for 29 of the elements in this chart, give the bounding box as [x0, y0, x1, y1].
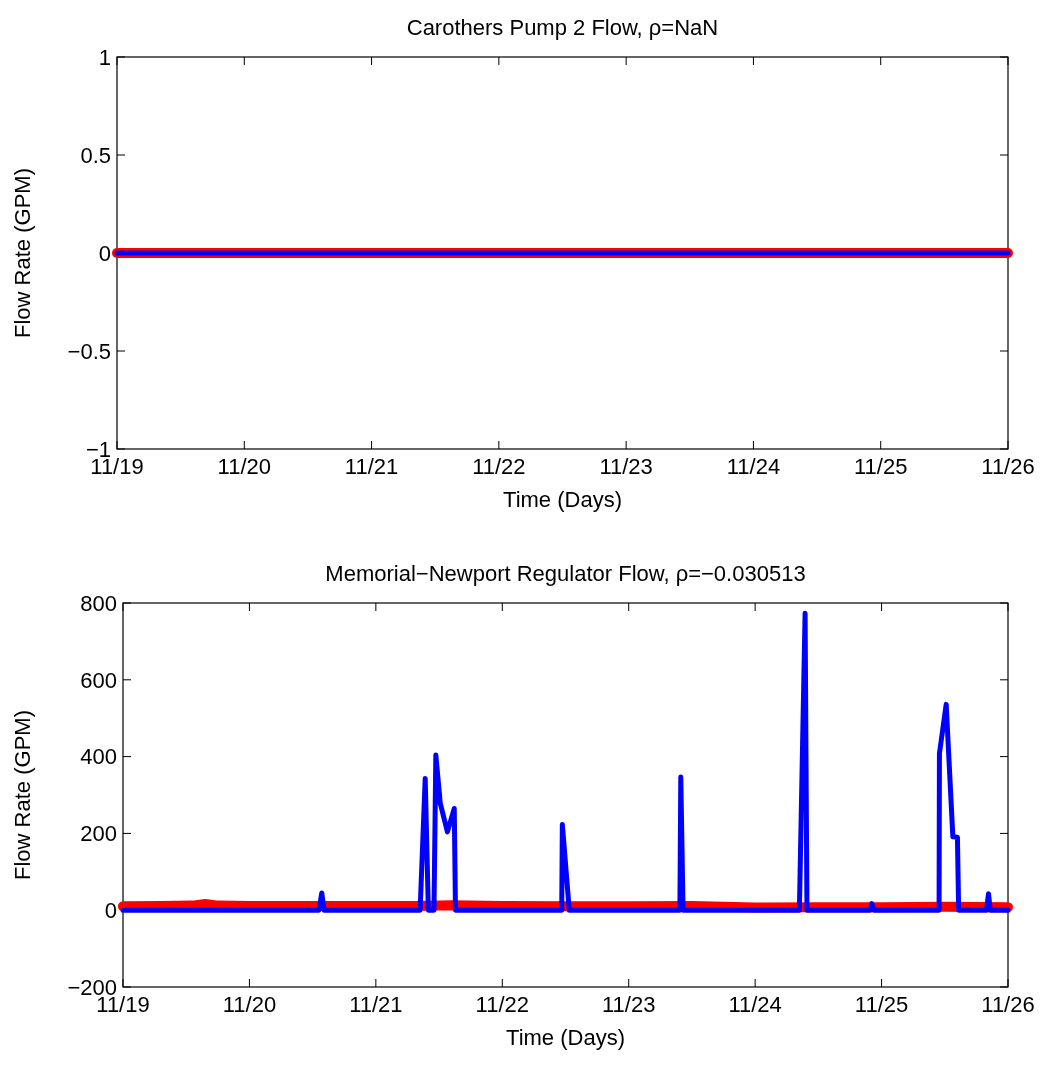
- x-tick-label: 11/22: [475, 992, 529, 1017]
- y-tick-label: 600: [80, 667, 117, 693]
- y-tick-label: 0: [104, 897, 117, 923]
- x-tick-label: 11/23: [602, 992, 656, 1017]
- x-tick-label: 11/22: [472, 454, 526, 479]
- chart-title: Carothers Pump 2 Flow, ρ=NaN: [406, 15, 719, 40]
- y-axis-title: Flow Rate (GPM): [10, 710, 35, 880]
- x-tick-label: 11/21: [344, 454, 399, 479]
- x-tick-label: 11/25: [854, 454, 908, 479]
- y-tick-label: 1: [98, 44, 111, 70]
- y-tick-label: 200: [80, 821, 117, 847]
- x-tick-label: 11/20: [222, 992, 277, 1017]
- x-tick-label: 11/26: [981, 454, 1035, 479]
- chart-title: Memorial−Newport Regulator Flow, ρ=−0.030513: [325, 561, 806, 586]
- y-axis-title: Flow Rate (GPM): [10, 168, 35, 338]
- y-tick-label: 400: [80, 744, 117, 770]
- x-axis-title: Time (Days): [503, 487, 622, 512]
- x-tick-label: 11/24: [726, 454, 781, 479]
- x-tick-label: 11/21: [349, 992, 403, 1017]
- x-tick-label: 11/25: [854, 992, 909, 1017]
- y-tick-label: 0.5: [80, 142, 111, 168]
- x-axis-title: Time (Days): [506, 1025, 625, 1050]
- x-tick-label: 11/26: [981, 992, 1035, 1017]
- y-tick-label: 0: [98, 240, 111, 266]
- x-tick-label: 11/20: [217, 454, 271, 479]
- y-tick-label: 800: [80, 590, 117, 616]
- y-tick-label: −0.5: [67, 338, 111, 364]
- x-tick-label: 11/23: [599, 454, 653, 479]
- x-tick-label: 11/24: [728, 992, 782, 1017]
